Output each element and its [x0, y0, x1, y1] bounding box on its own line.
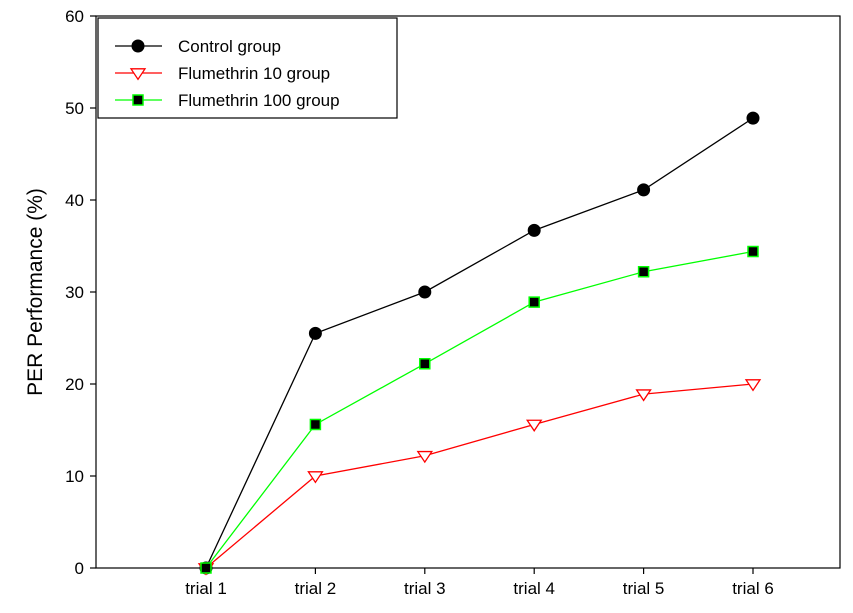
x-tick-label: trial 3	[404, 579, 446, 598]
data-point	[637, 266, 650, 278]
data-point	[527, 223, 541, 237]
legend-label: Flumethrin 10 group	[178, 64, 330, 83]
data-point	[132, 94, 144, 106]
data-point	[200, 562, 212, 574]
y-tick-label: 30	[65, 283, 84, 302]
data-point	[635, 389, 652, 402]
series	[200, 245, 759, 574]
y-tick-label: 40	[65, 191, 84, 210]
data-point	[307, 471, 324, 484]
data-point	[129, 68, 147, 81]
data-point	[747, 245, 759, 258]
data-point	[416, 450, 434, 464]
data-point	[308, 326, 322, 340]
x-tick-label: trial 1	[185, 579, 227, 598]
data-point	[131, 39, 145, 53]
y-tick-label: 50	[65, 99, 84, 118]
data-point	[528, 296, 540, 308]
y-tick-label: 20	[65, 375, 84, 394]
legend: Control group Flumethrin 10 group Flumethr…	[97, 17, 398, 119]
y-tick-label: 0	[75, 559, 84, 578]
y-tick-label: 10	[65, 467, 84, 486]
data-point	[525, 419, 543, 432]
data-point	[309, 418, 322, 431]
legend-label: Control group	[178, 37, 281, 56]
series	[197, 379, 762, 576]
series	[199, 111, 760, 575]
series-line	[205, 250, 754, 569]
x-tick-label: trial 6	[732, 579, 774, 598]
y-axis-ticks: 0 10 20 30 40 50 60	[65, 7, 96, 578]
series-line	[205, 383, 754, 569]
y-tick-label: 60	[65, 7, 84, 26]
legend-box	[97, 17, 398, 119]
y-axis-title: PER Performance (%)	[24, 188, 47, 396]
x-axis-ticks: trial 1 trial 2 trial 3 trial 4 trial 5 trial…	[185, 568, 774, 598]
x-tick-label: trial 5	[623, 579, 665, 598]
legend-label: Flumethrin 100 group	[178, 91, 340, 110]
data-point	[418, 285, 432, 299]
series-layer	[197, 111, 762, 576]
series-line	[205, 117, 754, 569]
x-tick-label: trial 2	[295, 579, 337, 598]
x-tick-label: trial 4	[513, 579, 555, 598]
data-point	[744, 379, 762, 392]
data-point	[746, 111, 760, 125]
data-point	[419, 358, 431, 370]
data-point	[637, 183, 651, 197]
